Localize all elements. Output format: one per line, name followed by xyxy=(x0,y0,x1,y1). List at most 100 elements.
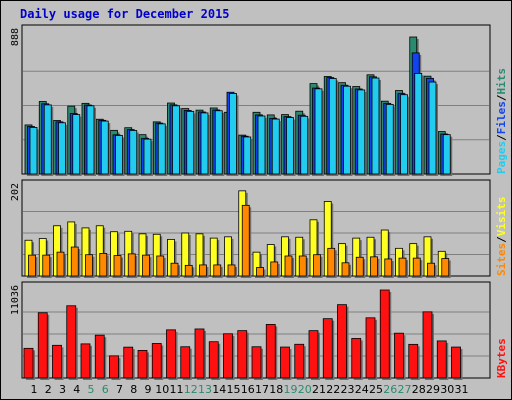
x-tick-day-26: 26 xyxy=(383,383,397,396)
kbytes-bar-day-11 xyxy=(166,329,176,379)
pages-bar-day-19 xyxy=(286,117,294,175)
x-tick-day-17: 17 xyxy=(255,383,269,396)
kbytes-bar-day-13 xyxy=(194,328,205,379)
legend-2-item-0: Sites xyxy=(495,243,508,276)
x-tick-day-6: 6 xyxy=(102,383,109,396)
kbytes-bar-day-16 xyxy=(237,330,248,379)
kbytes-bar-day-14 xyxy=(208,341,219,379)
pages-bar-day-24 xyxy=(357,89,366,175)
sites-bar-day-1 xyxy=(28,254,36,277)
sites-bar-day-4 xyxy=(70,246,79,277)
sites-bar-day-27 xyxy=(398,257,407,277)
pages-bar-day-26 xyxy=(385,104,394,175)
sites-bar-day-11 xyxy=(170,262,179,277)
kbytes-bar-day-7 xyxy=(109,355,119,379)
sites-bar-day-15 xyxy=(227,264,236,277)
sites-bar-day-23 xyxy=(341,262,350,277)
pages-bar-day-12 xyxy=(186,110,195,175)
kbytes-bar-day-1 xyxy=(23,347,34,379)
sites-bar-day-3 xyxy=(56,251,65,277)
pages-bar-day-23 xyxy=(343,85,351,175)
x-tick-day-28: 28 xyxy=(412,383,426,396)
x-tick-day-14: 14 xyxy=(212,383,226,396)
pages-bar-day-21 xyxy=(314,88,323,175)
kbytes-bar-day-15 xyxy=(223,333,233,379)
kbytes-bar-day-22 xyxy=(322,318,333,379)
x-tick-day-22: 22 xyxy=(326,383,340,396)
sites-bar-day-28 xyxy=(412,257,421,277)
pages-bar-day-25 xyxy=(371,77,380,175)
x-tick-day-2: 2 xyxy=(45,383,52,396)
kbytes-bar-day-3 xyxy=(52,344,62,379)
kbytes-bar-day-31 xyxy=(451,346,461,379)
pages-bar-day-1 xyxy=(29,127,38,175)
sites-bar-day-9 xyxy=(142,254,150,277)
kbytes-bar-day-24 xyxy=(351,338,362,379)
legend-1-item-3: / xyxy=(495,94,508,101)
x-tick-day-5: 5 xyxy=(88,383,95,396)
pages-bar-day-28 xyxy=(414,73,423,175)
x-tick-day-12: 12 xyxy=(184,383,198,396)
sites-bar-day-5 xyxy=(85,254,93,277)
kbytes-bar-day-30 xyxy=(436,340,447,379)
x-tick-day-9: 9 xyxy=(145,383,152,396)
kbytes-bar-day-2 xyxy=(37,312,48,379)
pages-bar-day-7 xyxy=(115,135,123,175)
sites-bar-day-25 xyxy=(370,256,378,277)
kbytes-bar-day-20 xyxy=(294,343,305,379)
kbytes-bar-day-25 xyxy=(365,317,376,379)
kbytes-bar-day-5 xyxy=(80,343,91,379)
kbytes-bar-day-26 xyxy=(379,289,390,379)
legend-2-item-2: Visits xyxy=(495,197,508,237)
sites-bar-day-17 xyxy=(256,267,264,277)
x-tick-day-21: 21 xyxy=(312,383,326,396)
sites-bar-day-18 xyxy=(270,261,279,277)
pages-bar-day-18 xyxy=(271,118,280,175)
y-max-label-3: 11036 xyxy=(10,285,21,315)
kbytes-bar-day-12 xyxy=(180,346,191,379)
sites-bar-day-26 xyxy=(384,258,393,277)
pages-bar-day-3 xyxy=(58,122,66,175)
legend-1-item-2: Files xyxy=(495,101,508,134)
sites-bar-day-10 xyxy=(156,255,165,277)
chart-title: Daily usage for December 2015 xyxy=(20,7,230,21)
x-tick-day-3: 3 xyxy=(59,383,66,396)
kbytes-bar-day-4 xyxy=(66,305,77,379)
legend-2: Sites/Visits xyxy=(495,197,508,277)
kbytes-bar-day-23 xyxy=(337,304,347,379)
x-tick-day-4: 4 xyxy=(73,383,80,396)
x-tick-day-15: 15 xyxy=(227,383,241,396)
x-tick-day-1: 1 xyxy=(31,383,38,396)
pages-bar-day-8 xyxy=(129,130,138,175)
pages-bar-day-15 xyxy=(229,93,237,175)
x-tick-day-30: 30 xyxy=(440,383,454,396)
pages-bar-day-16 xyxy=(243,136,252,175)
pages-bar-day-17 xyxy=(257,115,266,175)
pages-bar-day-4 xyxy=(72,114,81,175)
sites-bar-day-13 xyxy=(199,264,207,277)
x-tick-day-25: 25 xyxy=(369,383,383,396)
legend-3-item-0: KBytes xyxy=(495,338,508,378)
sites-bar-day-12 xyxy=(184,264,193,277)
x-tick-day-29: 29 xyxy=(426,383,440,396)
pages-bar-day-29 xyxy=(428,81,437,175)
x-tick-day-18: 18 xyxy=(269,383,283,396)
legend-1-item-4: Hits xyxy=(495,68,508,95)
x-tick-day-31: 31 xyxy=(455,383,469,396)
pages-bar-day-10 xyxy=(157,123,166,175)
sites-bar-day-29 xyxy=(427,262,435,277)
sites-bar-day-14 xyxy=(213,264,222,277)
sites-bar-day-22 xyxy=(327,247,336,277)
sites-bar-day-21 xyxy=(313,254,321,277)
kbytes-bar-day-8 xyxy=(123,346,134,379)
x-tick-day-7: 7 xyxy=(116,383,123,396)
sites-bar-day-19 xyxy=(284,255,293,277)
pages-bar-day-22 xyxy=(328,78,337,175)
legend-1-item-1: / xyxy=(495,134,508,141)
pages-bar-day-2 xyxy=(43,104,52,175)
x-tick-day-13: 13 xyxy=(198,383,212,396)
pages-bar-day-30 xyxy=(442,134,451,175)
legend-2-item-1: / xyxy=(495,236,508,243)
sites-bar-day-24 xyxy=(355,256,364,277)
